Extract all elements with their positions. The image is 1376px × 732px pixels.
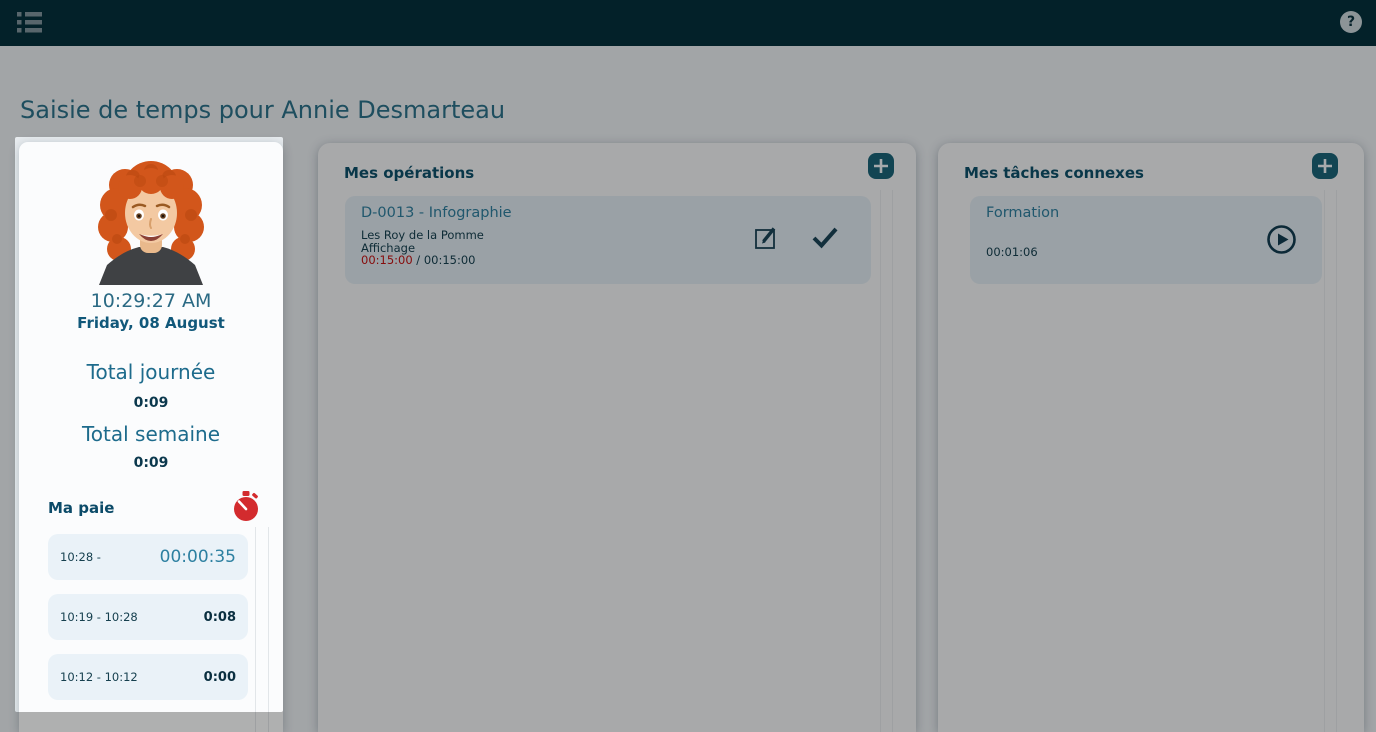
total-week-value: 0:09 bbox=[133, 455, 169, 471]
top-navbar: ? bbox=[0, 0, 1376, 46]
operation-time: 00:15:00 / 00:15:00 bbox=[361, 254, 484, 267]
scroll-track-line bbox=[880, 190, 881, 732]
operations-panel: Mes opérations D-0013 - Infographie Les … bbox=[318, 143, 916, 732]
plus-icon bbox=[1318, 159, 1332, 173]
current-time: 10:29:27 AM bbox=[90, 290, 212, 312]
start-task-button[interactable] bbox=[1266, 224, 1297, 255]
related-task-duration: 00:01:06 bbox=[986, 245, 1038, 259]
total-day-value: 0:09 bbox=[133, 395, 169, 411]
list-menu-icon bbox=[17, 11, 42, 32]
operation-card[interactable]: D-0013 - Infographie Les Roy de la Pomme… bbox=[345, 196, 871, 284]
pay-entry-range: 10:12 - 10:12 bbox=[60, 670, 138, 684]
pay-entry-row[interactable]: 10:12 - 10:12 0:00 bbox=[48, 654, 248, 700]
time-spent: 00:15:00 bbox=[361, 253, 413, 267]
operation-client: Les Roy de la Pomme bbox=[361, 228, 484, 242]
edit-operation-button[interactable] bbox=[753, 223, 781, 251]
stopwatch-button[interactable] bbox=[231, 491, 261, 523]
add-operation-button[interactable] bbox=[868, 153, 894, 179]
scroll-track-line bbox=[268, 527, 269, 732]
pay-entry-range: 10:28 - bbox=[60, 550, 101, 564]
total-day-label: Total journée bbox=[86, 360, 216, 384]
complete-operation-button[interactable] bbox=[811, 225, 839, 249]
pay-entry-range: 10:19 - 10:28 bbox=[60, 610, 138, 624]
page-title: Saisie de temps pour Annie Desmarteau bbox=[20, 96, 506, 124]
operation-task: Affichage bbox=[361, 240, 416, 255]
pay-entry-duration-running: 00:00:35 bbox=[159, 547, 236, 567]
scroll-track-line bbox=[255, 527, 256, 732]
avatar bbox=[81, 155, 221, 285]
play-icon bbox=[1267, 225, 1296, 254]
scroll-track-line bbox=[1336, 190, 1337, 732]
time-total: 00:15:00 bbox=[423, 253, 476, 267]
operation-details: Les Roy de la Pomme Affichage 00:15:00 /… bbox=[361, 229, 484, 267]
pay-entry-duration: 0:08 bbox=[203, 609, 236, 625]
operation-title-link[interactable]: D-0013 - Infographie bbox=[361, 205, 512, 221]
related-task-card[interactable]: Formation 00:01:06 bbox=[970, 196, 1322, 284]
related-tasks-panel-title: Mes tâches connexes bbox=[964, 164, 1144, 182]
time-separator: / bbox=[412, 253, 424, 267]
plus-icon bbox=[874, 159, 888, 173]
help-icon[interactable]: ? bbox=[1340, 11, 1362, 33]
edit-icon bbox=[755, 227, 776, 249]
related-task-title-link[interactable]: Formation bbox=[986, 205, 1060, 221]
scroll-track-line bbox=[1324, 190, 1325, 732]
pay-entry-duration: 0:00 bbox=[203, 669, 236, 685]
check-icon bbox=[812, 227, 838, 249]
pay-section-label: Ma paie bbox=[48, 499, 115, 517]
add-related-task-button[interactable] bbox=[1312, 153, 1338, 179]
pay-entry-row[interactable]: 10:19 - 10:28 0:08 bbox=[48, 594, 248, 640]
stopwatch-icon bbox=[234, 491, 258, 521]
scroll-track-line bbox=[892, 190, 893, 732]
menu-button[interactable] bbox=[15, 10, 45, 36]
clock-panel: 10:29:27 AM Friday, 08 August Total jour… bbox=[19, 142, 283, 732]
total-week-label: Total semaine bbox=[81, 422, 221, 446]
current-date: Friday, 08 August bbox=[77, 314, 225, 332]
operations-panel-title: Mes opérations bbox=[344, 164, 475, 182]
related-tasks-panel: Mes tâches connexes Formation 00:01:06 bbox=[938, 143, 1364, 732]
pay-entry-row[interactable]: 10:28 - 00:00:35 bbox=[48, 534, 248, 580]
